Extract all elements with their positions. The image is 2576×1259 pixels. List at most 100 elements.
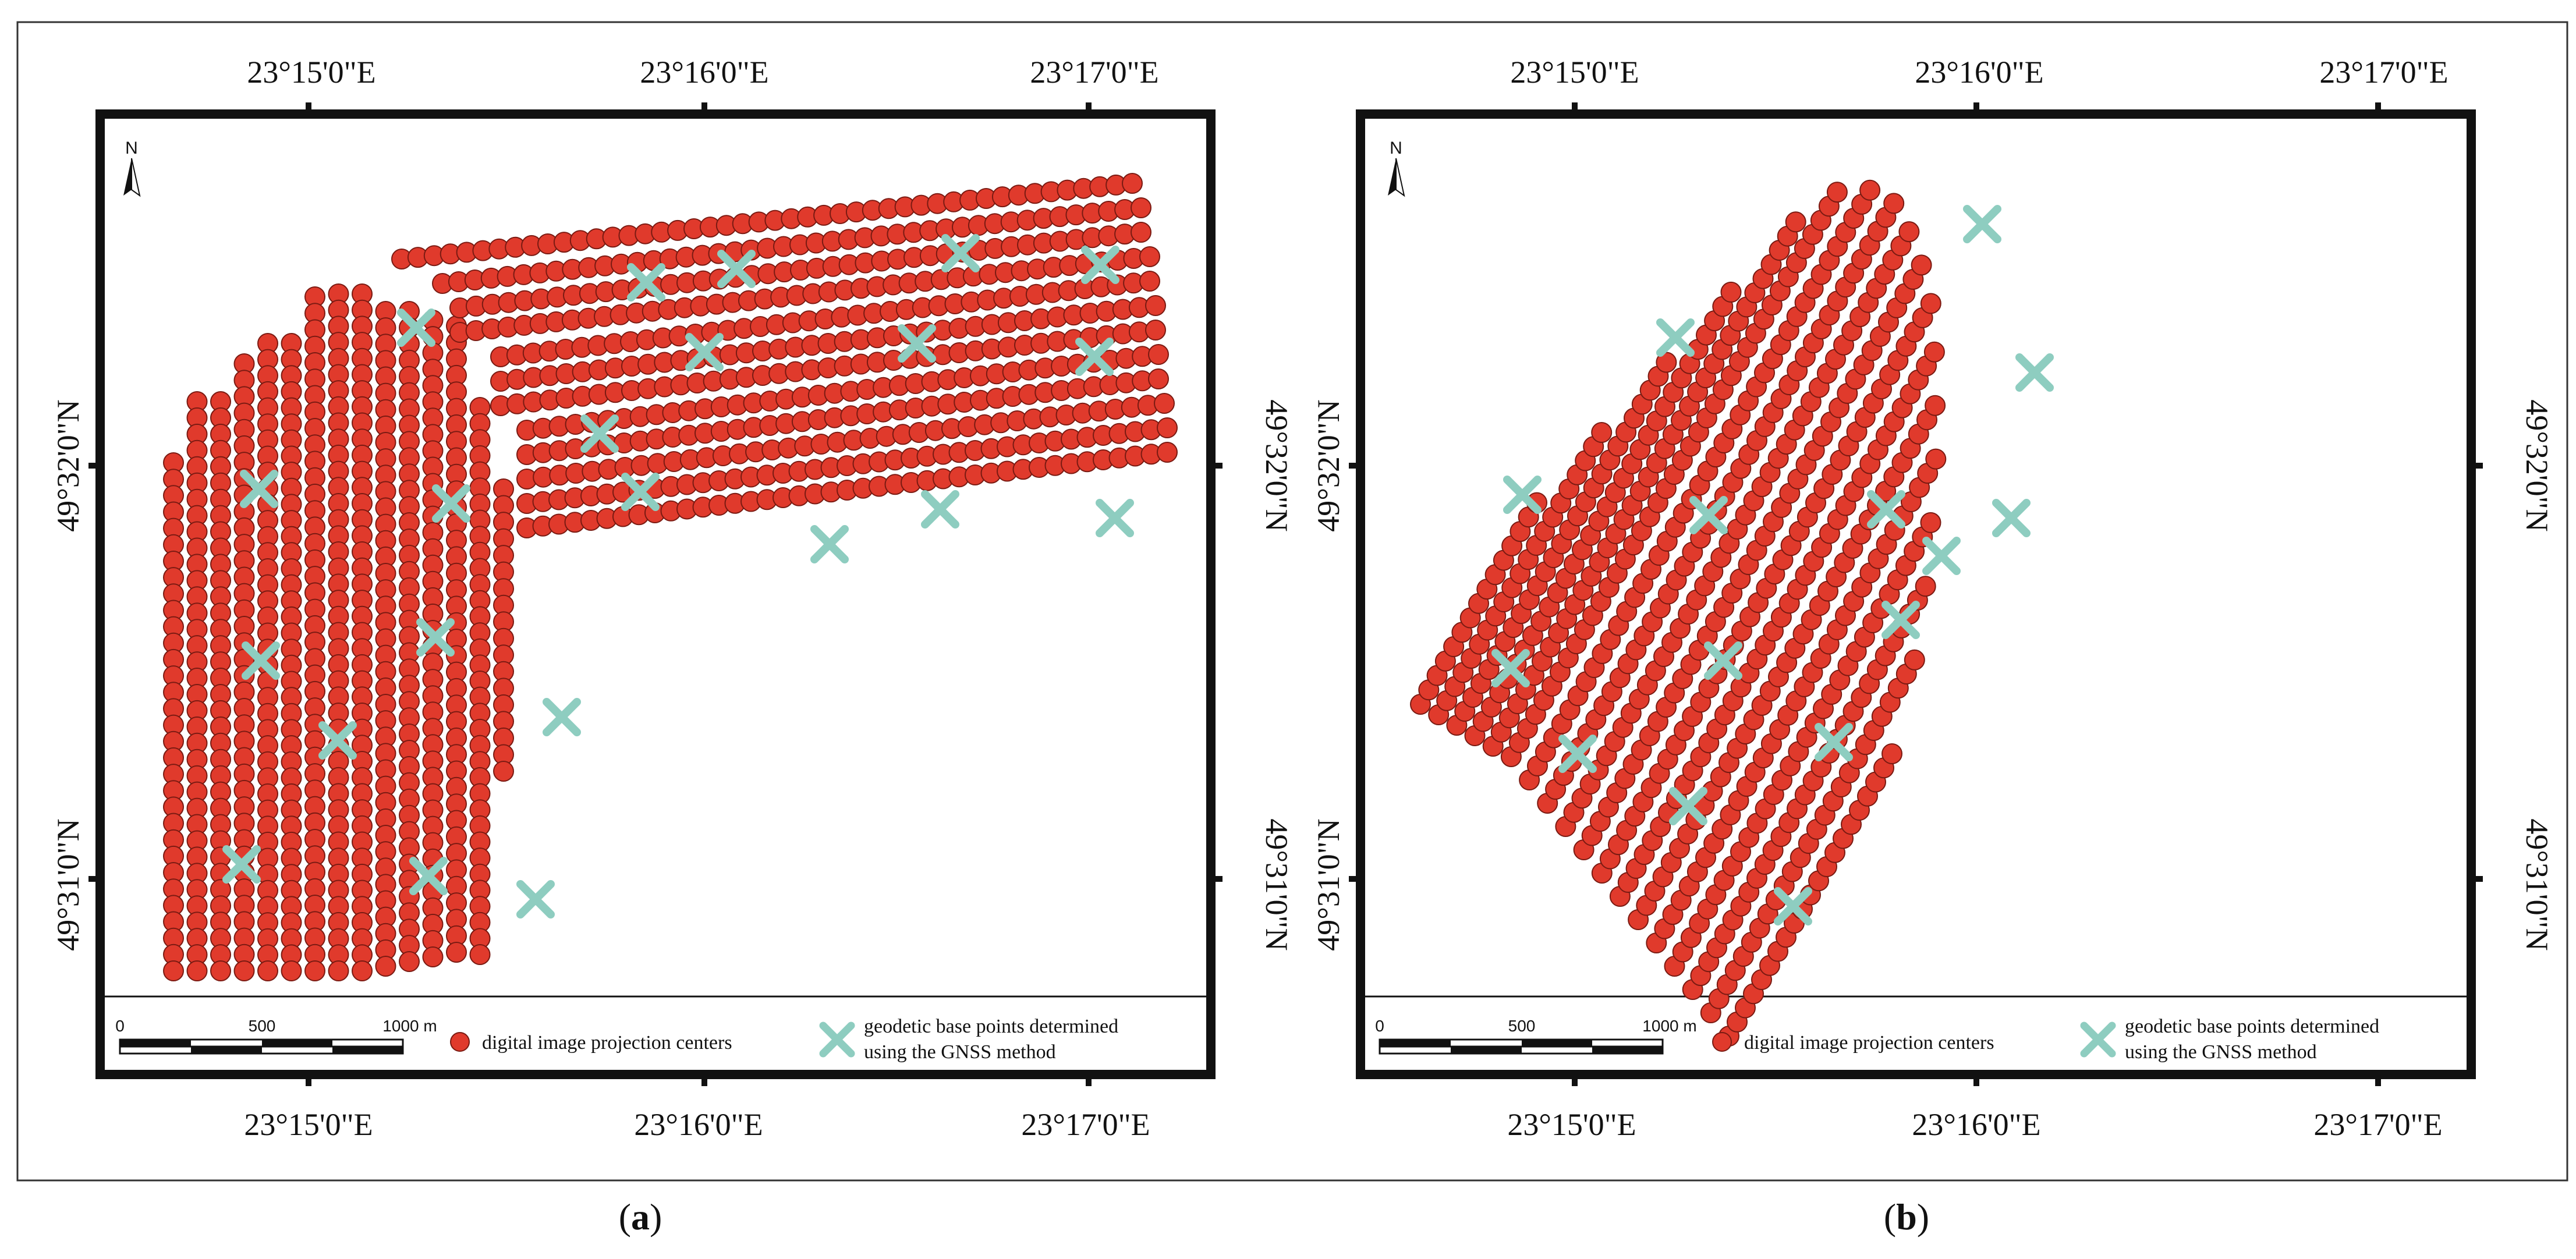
top-lon-label-b-1: 23°16'0"E bbox=[1915, 55, 2043, 90]
caption-letter-a: a bbox=[631, 1196, 650, 1237]
projection-center-dot bbox=[1145, 320, 1166, 341]
base-point-cross bbox=[222, 845, 261, 884]
projection-center-dot bbox=[1591, 422, 1613, 443]
projection-center-dot bbox=[1148, 368, 1169, 389]
scale-bar-b: 0 500 1000 m bbox=[1375, 1017, 1697, 1055]
projection-center-dot bbox=[1925, 448, 1947, 470]
top-lon-label-b-0: 23°15'0"E bbox=[1510, 55, 1639, 90]
projection-center-dot bbox=[233, 960, 255, 981]
bottom-lon-label-a-0: 23°15'0"E bbox=[244, 1107, 373, 1142]
projection-center-dot bbox=[1920, 512, 1941, 533]
projection-center-dot bbox=[1881, 743, 1902, 764]
map-panel-a: 23°15'0"E 23°16'0"E 23°17'0"E 23°15'0"E … bbox=[51, 55, 1294, 1142]
projection-center-dot bbox=[446, 942, 467, 963]
base-point-cross bbox=[416, 618, 455, 657]
projection-center-dot bbox=[163, 960, 184, 981]
base-point-cross bbox=[621, 473, 660, 511]
projection-center-dot bbox=[1139, 246, 1160, 267]
projection-center-dot bbox=[1920, 293, 1941, 314]
legend-b: digital image projection centers geodeti… bbox=[1712, 1016, 2379, 1063]
legend-base-label-a-1: geodetic base points determined bbox=[864, 1016, 1118, 1037]
base-point-cross bbox=[242, 641, 280, 680]
base-point-cross bbox=[717, 250, 756, 288]
north-arrow-icon: N bbox=[1388, 139, 1405, 197]
projection-center-dot bbox=[1859, 179, 1881, 201]
base-point-cross bbox=[1558, 735, 1597, 773]
base-point-cross bbox=[1503, 476, 1542, 514]
right-lat-label-b-0: 49°32'0"N bbox=[2520, 399, 2554, 531]
projection-center-dot bbox=[1923, 341, 1945, 363]
projection-center-dot bbox=[1145, 295, 1166, 316]
base-point-cross bbox=[1689, 496, 1728, 534]
projection-center-dot bbox=[1911, 254, 1932, 276]
base-point-cross bbox=[409, 857, 448, 895]
bottom-lon-label-a-1: 23°16'0"E bbox=[634, 1107, 763, 1142]
red-dot-icon bbox=[1712, 1032, 1732, 1052]
projection-center-dot bbox=[1898, 221, 1920, 243]
base-point-cross bbox=[580, 414, 619, 453]
projection-center-dot bbox=[1785, 211, 1806, 233]
base-point-cross bbox=[516, 880, 555, 918]
bottom-lon-label-a-2: 23°17'0"E bbox=[1021, 1107, 1150, 1142]
base-point-cross bbox=[1992, 499, 2031, 537]
projection-center-dot bbox=[257, 960, 278, 981]
top-lon-label-b-2: 23°17'0"E bbox=[2319, 55, 2448, 90]
legend-projection-label-a: digital image projection centers bbox=[482, 1032, 732, 1054]
projection-center-dot bbox=[352, 960, 373, 981]
projection-center-dot bbox=[375, 956, 396, 977]
projection-center-dot bbox=[422, 946, 444, 967]
teal-cross-icon bbox=[2080, 1022, 2116, 1058]
projection-center-dot bbox=[493, 761, 514, 782]
base-point-cross bbox=[1075, 338, 1114, 376]
projection-center-dot bbox=[281, 960, 302, 981]
red-dot-icon bbox=[450, 1032, 470, 1052]
scale-label-b-1: 500 bbox=[1508, 1017, 1536, 1035]
north-arrow-icon: N bbox=[123, 139, 141, 197]
base-point-cross bbox=[1669, 787, 1707, 825]
base-point-cross bbox=[1774, 887, 1812, 925]
base-point-cross bbox=[1922, 537, 1961, 575]
base-point-cross bbox=[1815, 723, 1853, 761]
projection-center-dot bbox=[1154, 393, 1175, 414]
base-point-cross bbox=[1096, 499, 1134, 537]
scale-label-a-2: 1000 m bbox=[382, 1017, 437, 1035]
bottom-lon-label-b-1: 23°16'0"E bbox=[1912, 1107, 2040, 1142]
left-lat-label-a-1: 49°31'0"N bbox=[51, 818, 86, 951]
projection-center-dot bbox=[399, 951, 420, 972]
base-point-cross bbox=[1881, 601, 1920, 639]
base-point-cross bbox=[1656, 318, 1695, 357]
scale-label-a-0: 0 bbox=[115, 1017, 125, 1035]
base-point-cross bbox=[685, 333, 724, 371]
north-label-b: N bbox=[1390, 139, 1402, 158]
left-lat-label-a-0: 49°32'0"N bbox=[51, 399, 86, 531]
projection-center-dot bbox=[1826, 182, 1848, 203]
projection-center-dot bbox=[1139, 271, 1160, 292]
legend-a: digital image projection centers geodeti… bbox=[450, 1016, 1118, 1063]
right-lat-label-b-1: 49°31'0"N bbox=[2520, 818, 2554, 951]
legend-base-label-b-1: geodetic base points determined bbox=[2125, 1016, 2379, 1037]
right-lat-label-a-1: 49°31'0"N bbox=[1259, 818, 1294, 951]
projection-center-dot bbox=[1122, 173, 1143, 194]
scale-bar-a: 0 500 1000 m bbox=[115, 1017, 437, 1055]
projection-center-dot bbox=[186, 960, 208, 981]
base-point-cross bbox=[810, 525, 849, 563]
projection-center-dot bbox=[1904, 649, 1925, 671]
north-label-a: N bbox=[125, 139, 138, 158]
base-point-cross bbox=[318, 721, 357, 760]
projection-center-dot bbox=[210, 960, 231, 981]
base-point-cross bbox=[1081, 246, 1119, 284]
base-point-cross bbox=[1491, 649, 1530, 687]
projection-center-dot bbox=[469, 944, 491, 965]
left-lat-label-b-1: 49°31'0"N bbox=[1311, 818, 1346, 951]
scale-label-b-0: 0 bbox=[1375, 1017, 1384, 1035]
projection-center-dot bbox=[1131, 197, 1151, 218]
bottom-lon-label-b-0: 23°15'0"E bbox=[1507, 1107, 1636, 1142]
projection-center-dot bbox=[304, 960, 325, 981]
caption-letter-b: b bbox=[1896, 1196, 1917, 1237]
frame-ticks-b bbox=[1349, 102, 2483, 1086]
legend-base-label-a-2: using the GNSS method bbox=[864, 1041, 1056, 1063]
left-lat-label-b-0: 49°32'0"N bbox=[1311, 399, 1346, 531]
projection-center-dot bbox=[1915, 576, 1936, 597]
caption-a: (a) bbox=[619, 1196, 662, 1237]
